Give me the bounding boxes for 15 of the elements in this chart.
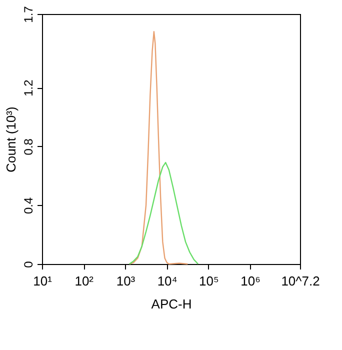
x-tick-label: 10^7.2	[281, 274, 320, 288]
line-series	[128, 162, 199, 265]
y-tick-label: 0.4	[22, 197, 36, 214]
y-tick-label: 1.7	[22, 6, 36, 23]
x-axis-title: APC-H	[151, 296, 192, 312]
x-tick-label: 10¹	[33, 274, 53, 288]
x-tick-label: 10²	[74, 274, 94, 288]
y-tick-label: 0	[22, 260, 36, 268]
x-tick-label: 10⁶	[240, 274, 260, 288]
x-tick-label: 10³	[116, 274, 136, 288]
y-axis-title: Count (10³)	[4, 106, 18, 172]
y-tick-label: 1.2	[22, 79, 36, 96]
y-tick-label: 0.8	[22, 138, 36, 156]
x-tick-label: 10⁴	[157, 274, 178, 288]
x-tick-label: 10⁵	[199, 274, 219, 288]
